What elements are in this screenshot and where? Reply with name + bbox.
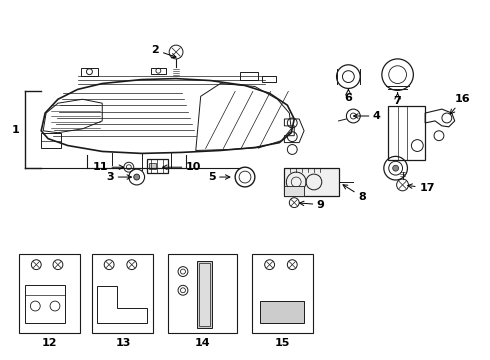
Text: 9: 9	[299, 199, 325, 210]
Text: 3: 3	[106, 172, 131, 182]
Bar	[197, 261, 212, 328]
Bar	[262, 76, 275, 82]
Text: 16: 16	[450, 94, 470, 114]
Text: 10: 10	[163, 162, 201, 172]
Text: 15: 15	[275, 338, 290, 347]
Bar	[284, 168, 339, 196]
Bar	[388, 106, 425, 160]
Text: 17: 17	[408, 183, 435, 193]
Text: 4: 4	[354, 111, 381, 121]
Circle shape	[392, 165, 398, 171]
Text: 1: 1	[12, 125, 20, 135]
Text: 14: 14	[195, 338, 211, 347]
Bar	[19, 254, 79, 333]
Text: 11: 11	[93, 162, 123, 172]
Bar	[168, 254, 237, 333]
Bar	[80, 68, 98, 76]
Bar	[260, 301, 304, 323]
Bar	[25, 285, 65, 323]
Bar	[284, 186, 304, 196]
Circle shape	[134, 174, 140, 180]
Bar	[93, 254, 153, 333]
Text: 12: 12	[41, 338, 57, 347]
Bar	[147, 159, 168, 173]
Bar	[41, 133, 61, 148]
Bar	[199, 263, 210, 326]
Text: 8: 8	[343, 185, 366, 202]
Bar	[148, 163, 156, 169]
Bar	[252, 254, 313, 333]
Bar	[240, 72, 258, 80]
Text: 6: 6	[344, 93, 352, 103]
Text: 5: 5	[208, 172, 230, 182]
Bar	[151, 68, 166, 74]
Text: 7: 7	[394, 96, 401, 106]
Text: 13: 13	[115, 338, 131, 347]
Text: 2: 2	[151, 45, 176, 58]
